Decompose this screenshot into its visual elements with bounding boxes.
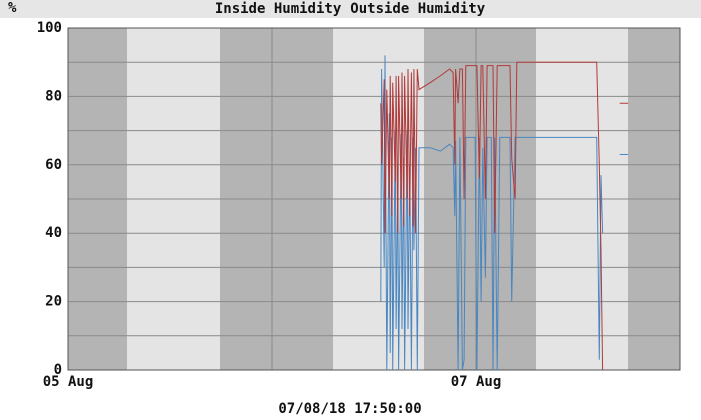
y-tick-label: 40 [45, 225, 62, 241]
y-tick-label: 20 [45, 294, 62, 310]
unit-label: % [8, 0, 17, 16]
header-bar [0, 0, 701, 18]
legend-outside: Outside Humidity [350, 1, 485, 17]
series-line [380, 55, 629, 371]
x-tick-label: 05 Aug [43, 374, 94, 390]
y-tick-label: 100 [37, 20, 62, 36]
y-tick-label: 0 [54, 362, 62, 378]
x-tick-label: 07 Aug [451, 374, 502, 390]
y-tick-label: 80 [45, 88, 62, 104]
plot-frame [67, 27, 681, 371]
series-line [380, 61, 629, 371]
timestamp: 07/08/18 17:50:00 [278, 401, 421, 417]
y-tick-label: 60 [45, 157, 62, 173]
legend-inside: Inside Humidity [215, 1, 342, 17]
